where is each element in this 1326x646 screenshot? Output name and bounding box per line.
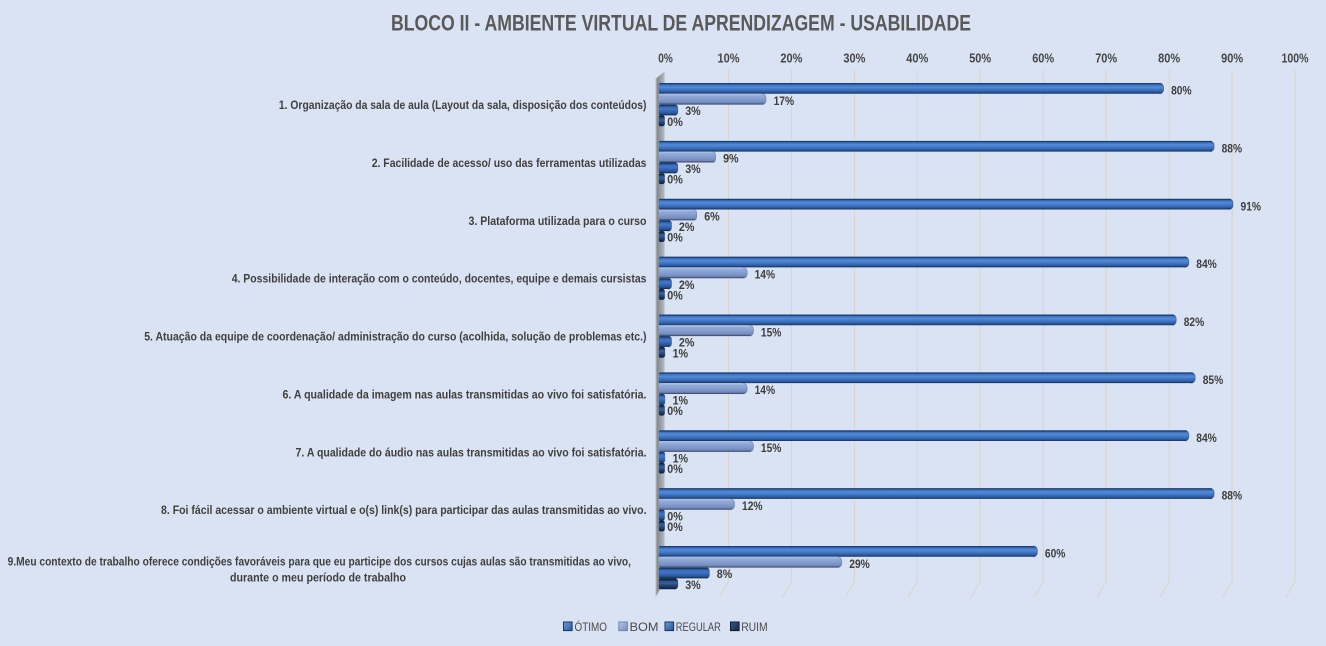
svg-text:80%: 80% (1158, 50, 1180, 65)
svg-text:84%: 84% (1196, 431, 1217, 445)
svg-text:0%: 0% (667, 288, 683, 302)
svg-text:15%: 15% (761, 441, 782, 455)
svg-text:3%: 3% (685, 104, 701, 118)
svg-text:6. A qualidade da imagem nas a: 6. A qualidade da imagem nas aulas trans… (283, 388, 647, 402)
svg-text:3%: 3% (685, 162, 701, 176)
svg-text:15%: 15% (761, 325, 782, 339)
svg-text:82%: 82% (1184, 315, 1205, 329)
svg-text:2%: 2% (679, 336, 695, 350)
svg-text:85%: 85% (1203, 373, 1224, 387)
svg-text:12%: 12% (742, 499, 763, 513)
svg-text:50%: 50% (969, 50, 991, 65)
svg-text:0%: 0% (667, 173, 683, 187)
svg-text:9.Meu contexto de trabalho ofe: 9.Meu contexto de trabalho oferece condi… (8, 555, 631, 569)
svg-text:1%: 1% (673, 346, 689, 360)
svg-text:durante o meu período de traba: durante o meu período de trabalho (230, 571, 406, 585)
svg-text:BLOCO II - AMBIENTE VIRTUAL DE: BLOCO II - AMBIENTE VIRTUAL DE APRENDIZA… (391, 11, 971, 36)
svg-text:0%: 0% (658, 50, 673, 65)
svg-text:40%: 40% (906, 50, 928, 65)
svg-text:14%: 14% (755, 383, 776, 397)
svg-text:100%: 100% (1282, 50, 1309, 65)
svg-text:7. A qualidade do áudio nas au: 7. A qualidade do áudio nas aulas transm… (296, 445, 647, 459)
svg-text:9%: 9% (723, 152, 739, 166)
svg-text:90%: 90% (1221, 50, 1243, 65)
svg-text:2. Facilidade de acesso/ uso d: 2. Facilidade de acesso/ uso das ferrame… (372, 156, 647, 170)
svg-text:80%: 80% (1171, 84, 1192, 98)
svg-text:2%: 2% (679, 278, 695, 292)
svg-text:84%: 84% (1196, 257, 1217, 271)
svg-text:10%: 10% (718, 50, 740, 65)
svg-text:8. Foi fácil acessar o ambient: 8. Foi fácil acessar o ambiente virtual … (161, 503, 647, 517)
svg-text:3%: 3% (685, 578, 701, 592)
svg-text:4. Possibilidade de interação: 4. Possibilidade de interação com o cont… (232, 272, 647, 286)
svg-text:0%: 0% (667, 509, 683, 523)
svg-text:20%: 20% (780, 50, 802, 65)
svg-text:70%: 70% (1095, 50, 1117, 65)
svg-text:1. Organização da sala de aula: 1. Organização da sala de aula (Layout d… (279, 98, 647, 112)
svg-text:5. Atuação da equipe de coorde: 5. Atuação da equipe de coordenação/ adm… (144, 330, 646, 344)
svg-text:17%: 17% (774, 94, 795, 108)
svg-text:0%: 0% (667, 520, 683, 534)
svg-text:REGULAR: REGULAR (676, 620, 721, 634)
svg-text:1%: 1% (673, 451, 689, 465)
svg-text:29%: 29% (849, 557, 870, 571)
svg-text:88%: 88% (1222, 489, 1243, 503)
svg-text:6%: 6% (704, 210, 720, 224)
svg-text:60%: 60% (1032, 50, 1054, 65)
svg-text:60%: 60% (1045, 547, 1066, 561)
svg-text:1%: 1% (673, 394, 689, 408)
svg-text:0%: 0% (667, 115, 683, 129)
svg-text:RUIM: RUIM (741, 620, 768, 634)
svg-text:8%: 8% (717, 567, 733, 581)
svg-text:14%: 14% (755, 267, 776, 281)
svg-text:BOM: BOM (630, 620, 659, 634)
svg-text:2%: 2% (679, 220, 695, 234)
svg-text:0%: 0% (667, 404, 683, 418)
svg-text:30%: 30% (843, 50, 865, 65)
svg-text:0%: 0% (667, 231, 683, 245)
svg-text:3. Plataforma utilizada para o: 3. Plataforma utilizada para o curso (469, 214, 647, 228)
svg-text:91%: 91% (1241, 199, 1262, 213)
svg-text:88%: 88% (1222, 141, 1243, 155)
svg-text:ÓTIMO: ÓTIMO (575, 619, 608, 634)
svg-text:0%: 0% (667, 462, 683, 476)
